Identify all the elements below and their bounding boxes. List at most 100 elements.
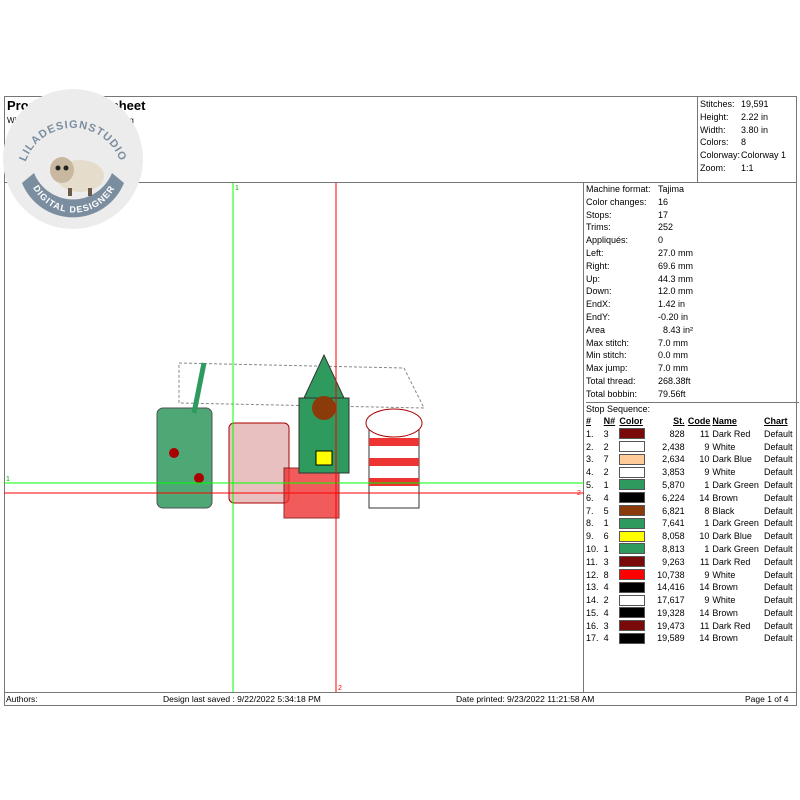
cell: 17. (586, 633, 599, 644)
last-saved: Design last saved : 9/22/2022 5:34:18 PM (163, 694, 321, 704)
table-row: 5. 1 5,870 1 Dark Green Default (586, 479, 794, 492)
cell: 10 (699, 531, 710, 542)
cell-color (619, 504, 653, 517)
cell: 1 (603, 518, 609, 529)
cell: 8,813 (662, 543, 685, 554)
cell: White (712, 441, 736, 452)
cell: 14 (699, 492, 710, 503)
cell: 1 (704, 479, 710, 490)
cell: 3 (603, 428, 609, 439)
cell: 11 (700, 620, 710, 631)
cell-color (619, 517, 653, 530)
stop-sequence-label: Stop Sequence: (586, 401, 799, 415)
info-row: Appliqués: 0 (586, 234, 799, 247)
column-header: Name (712, 415, 737, 426)
cell-color (619, 530, 653, 543)
cell: 11. (586, 556, 598, 567)
color-swatch (619, 569, 646, 581)
info-value: 8.43 in² (658, 324, 694, 335)
date-printed: Date printed: 9/23/2022 11:21:58 AM (456, 694, 595, 704)
info-row: Colors: 8 (700, 136, 795, 149)
cell: Dark Red (712, 620, 751, 631)
cell: Default (764, 479, 793, 490)
cell: 4 (603, 607, 609, 618)
info-value: 44.3 mm (658, 273, 694, 284)
cell: White (712, 569, 736, 580)
color-swatch (619, 530, 646, 542)
cell: Dark Green (712, 518, 759, 529)
info-value: 1:1 (741, 162, 754, 173)
cell: 19,473 (657, 620, 685, 631)
table-row: 17. 4 19,589 14 Brown Default (586, 632, 794, 645)
info-label: Color changes: (586, 196, 647, 207)
design-canvas: 1 1 2 2 (4, 183, 584, 692)
cell: Black (712, 505, 735, 516)
info-value: 27.0 mm (658, 247, 694, 258)
cell: 4 (603, 582, 609, 593)
cell: 6,821 (662, 505, 685, 516)
info-value: 79.56ft (658, 388, 686, 399)
cell: 9,263 (662, 556, 685, 567)
cell: 6 (603, 531, 609, 542)
cell: 8,058 (662, 531, 685, 542)
color-swatch (619, 543, 646, 555)
cell: 8. (586, 518, 594, 529)
cell: 6. (586, 492, 594, 503)
info-value: 1.42 in (658, 299, 686, 310)
cell: 3,853 (662, 467, 685, 478)
cell: Default (764, 620, 793, 631)
details-list: Machine format: Tajima Color changes: 16 Sto… (586, 183, 799, 401)
cell: 14 (699, 607, 710, 618)
info-label: Down: (586, 286, 612, 297)
cell: Default (764, 633, 793, 644)
cell: 2,634 (662, 454, 685, 465)
cell: 1 (603, 543, 609, 554)
cell-color (619, 581, 653, 594)
info-value: 8 (741, 137, 747, 148)
cell: 5,870 (662, 479, 685, 490)
info-label: Appliqués: (586, 235, 629, 246)
cell: 15. (586, 607, 599, 618)
cell: 1. (586, 428, 594, 439)
color-swatch (619, 428, 646, 440)
cell: 1 (603, 479, 609, 490)
worksheet-frame (4, 96, 797, 706)
cell: 11 (700, 556, 710, 567)
info-label: Right: (586, 260, 610, 271)
cell: Default (764, 441, 793, 452)
info-value: 252 (658, 222, 674, 233)
color-swatch (619, 556, 646, 568)
cell: 14 (699, 582, 710, 593)
info-value: 2.22 in (741, 111, 769, 122)
cell: 13. (586, 582, 599, 593)
info-value: 7.0 mm (658, 337, 689, 348)
footer: Authors: Design last saved : 9/22/2022 5… (4, 692, 797, 706)
info-value: 0.0 mm (658, 350, 689, 361)
info-value: 69.6 mm (658, 260, 694, 271)
cell: 2. (586, 441, 594, 452)
cell: 9. (586, 531, 594, 542)
info-row: Total bobbin: 79.56ft (586, 388, 799, 401)
info-row: Right: 69.6 mm (586, 260, 799, 273)
cell: Default (764, 492, 793, 503)
cell-color (619, 453, 653, 466)
stop-sequence-table: # N# Color St. Code Name Chart 1. 3 828 11 Dark Re… (586, 415, 794, 645)
table-row: 6. 4 6,224 14 Brown Default (586, 491, 794, 504)
cell: 7 (603, 454, 609, 465)
info-row: Stitches: 19,591 (700, 98, 795, 111)
cell: 14,416 (657, 582, 685, 593)
table-row: 12. 8 10,738 9 White Default (586, 568, 794, 581)
color-swatch (619, 492, 646, 504)
color-swatch (619, 633, 646, 645)
info-label: Total bobbin: (586, 388, 638, 399)
cell: Default (764, 531, 793, 542)
cell: 4 (603, 492, 609, 503)
cell: 14 (699, 633, 710, 644)
cell: 12. (586, 569, 599, 580)
color-swatch (619, 441, 646, 453)
cell: 7,641 (662, 518, 685, 529)
cell: Dark Red (712, 556, 751, 567)
cell: Default (764, 595, 793, 606)
info-row: Up: 44.3 mm (586, 273, 799, 286)
cell: 9 (704, 569, 710, 580)
